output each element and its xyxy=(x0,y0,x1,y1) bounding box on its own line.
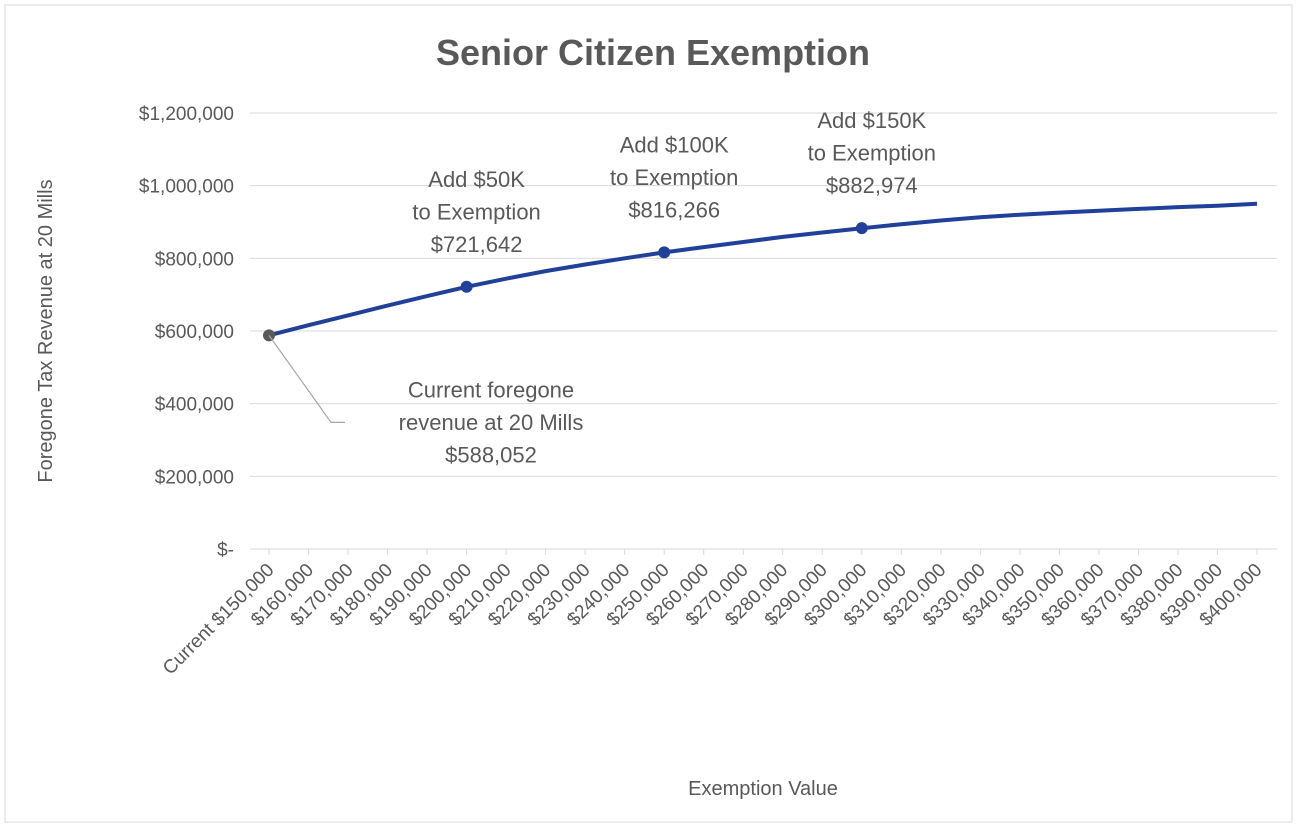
annotation: to Exemption xyxy=(412,199,540,224)
data-label: $721,642 xyxy=(431,232,523,257)
chart-border xyxy=(4,4,1293,823)
point-marker xyxy=(855,222,868,235)
y-tick-label: $1,000,000 xyxy=(139,177,234,198)
y-tick-label: $800,000 xyxy=(155,249,234,270)
y-tick-label: $600,000 xyxy=(155,322,234,343)
leader-line xyxy=(268,334,345,423)
data-label: $588,052 xyxy=(445,442,537,467)
data-label: $816,266 xyxy=(628,197,720,222)
annotation: Add $50K xyxy=(428,167,525,192)
annotation: to Exemption xyxy=(610,165,738,190)
y-tick-label: $1,200,000 xyxy=(139,104,234,125)
x-axis-title: Exemption Value xyxy=(688,778,838,800)
annotation: Add $100K xyxy=(620,132,729,157)
y-axis-title: Foregone Tax Revenue at 20 Mills xyxy=(35,179,57,482)
data-label: $882,974 xyxy=(826,173,918,198)
y-tick-label: $- xyxy=(217,540,234,561)
annotation: Current foregone xyxy=(408,377,574,402)
series-line xyxy=(268,201,1258,338)
point-marker xyxy=(460,280,473,293)
chart-title: Senior Citizen Exemption xyxy=(436,32,870,73)
annotation: to Exemption xyxy=(808,141,936,166)
annotation: revenue at 20 Mills xyxy=(399,410,584,435)
y-tick-label: $200,000 xyxy=(155,467,234,488)
y-tick-label: $400,000 xyxy=(155,395,234,416)
point-marker xyxy=(658,246,671,259)
annotation: Add $150K xyxy=(817,108,926,133)
